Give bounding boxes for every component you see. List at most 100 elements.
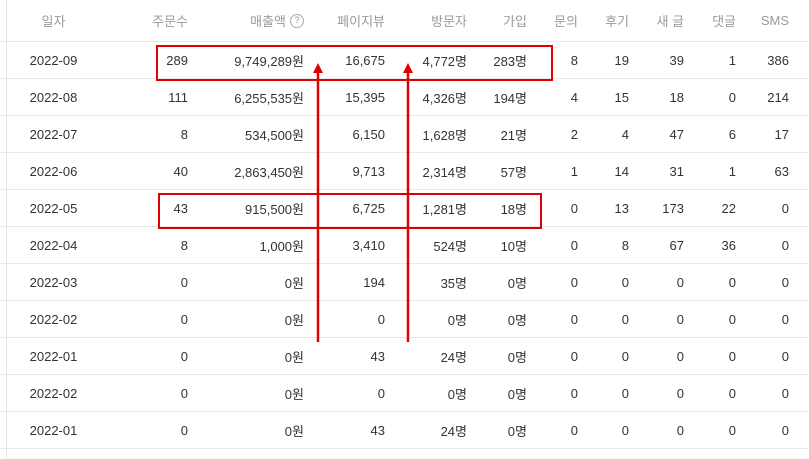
cell-sms: 214 [767, 89, 789, 105]
header-sales[interactable]: 매출액? [200, 0, 304, 41]
cell-new-posts: 0 [676, 422, 684, 438]
cell-reviews: 19 [614, 52, 629, 68]
cell-date: 2022-09 [29, 52, 78, 68]
cell-visitors: 524명 [433, 238, 467, 254]
cell-reviews: 4 [621, 126, 629, 142]
cell-sales: 534,500원 [245, 127, 304, 143]
header-signups[interactable]: 가입 [503, 14, 527, 29]
header-date[interactable]: 일자 [41, 14, 66, 29]
cell-sms: 386 [767, 52, 789, 68]
header-comments[interactable]: 댓글 [712, 14, 736, 29]
table-row: 2022-05 43 915,500원 6,725 1,281명 18명 0 13 173 22 0 [0, 190, 809, 227]
cell-reviews: 0 [621, 422, 629, 438]
cell-new-posts: 173 [662, 200, 684, 216]
cell-pageviews: 0 [377, 311, 385, 327]
cell-orders: 0 [180, 385, 188, 401]
cell-sales: 1,000원 [259, 238, 305, 254]
cell-visitors: 24명 [440, 349, 467, 365]
cell-signups: 10명 [500, 238, 527, 254]
cell-signups: 0명 [507, 349, 527, 365]
cell-sales: 0원 [284, 386, 304, 402]
cell-sms: 0 [781, 348, 789, 364]
cell-comments: 0 [728, 311, 736, 327]
cell-date: 2022-01 [29, 422, 78, 438]
cell-orders: 111 [168, 89, 188, 105]
cell-inquiries: 0 [570, 237, 578, 253]
table-row: 2022-03 0 0원 194 35명 0명 0 0 0 0 0 [0, 264, 809, 301]
table-row: 2022-08 111 6,255,535원 15,395 4,326명 194명 4 15 1… [0, 79, 809, 116]
cell-new-posts: 18 [669, 89, 684, 105]
cell-sms: 63 [774, 163, 789, 179]
cell-sms: 0 [781, 422, 789, 438]
cell-new-posts: 31 [669, 163, 684, 179]
cell-sales: 0원 [284, 349, 304, 365]
cell-sales: 6,255,535원 [234, 90, 304, 106]
cell-sales: 915,500원 [245, 201, 304, 217]
cell-reviews: 14 [614, 163, 629, 179]
cell-pageviews: 15,395 [345, 89, 385, 105]
cell-pageviews: 0 [377, 385, 385, 401]
cell-comments: 0 [728, 385, 736, 401]
cell-signups: 0명 [507, 386, 527, 402]
header-new-posts[interactable]: 새 글 [656, 14, 684, 29]
table-row: 2022-04 8 1,000원 3,410 524명 10명 0 8 67 36 0 [0, 227, 809, 264]
cell-date: 2022-05 [29, 200, 78, 216]
highlight-box-2022-09 [156, 45, 553, 81]
cell-sms: 17 [774, 126, 789, 142]
header-pageviews[interactable]: 페이지뷰 [337, 14, 385, 29]
table-left-border [6, 0, 7, 459]
cell-inquiries: 0 [570, 385, 578, 401]
cell-visitors: 4,772명 [422, 53, 468, 69]
header-orders[interactable]: 주문수 [152, 14, 188, 29]
cell-date: 2022-07 [29, 126, 78, 142]
cell-signups: 57명 [500, 164, 527, 180]
cell-signups: 21명 [500, 127, 527, 143]
cell-inquiries: 1 [570, 163, 578, 179]
cell-pageviews: 194 [363, 274, 385, 290]
cell-pageviews: 9,713 [352, 163, 385, 179]
cell-reviews: 0 [621, 348, 629, 364]
cell-sms: 0 [781, 237, 789, 253]
cell-signups: 0명 [507, 275, 527, 291]
help-icon[interactable]: ? [290, 13, 304, 28]
cell-sales: 2,863,450원 [234, 164, 304, 180]
cell-pageviews: 6,725 [352, 200, 385, 216]
cell-orders: 289 [166, 52, 188, 68]
cell-reviews: 0 [621, 385, 629, 401]
table-row: 2022-02 0 0원 0 0명 0명 0 0 0 0 0 [0, 375, 809, 412]
cell-signups: 283명 [493, 53, 527, 69]
cell-inquiries: 0 [570, 274, 578, 290]
stats-table: 일자 주문수 매출액? 페이지뷰 방문자 가입 문의 후기 새 글 댓글 SMS… [0, 0, 809, 449]
table-row: 2022-02 0 0원 0 0명 0명 0 0 0 0 0 [0, 301, 809, 338]
cell-visitors: 24명 [440, 423, 467, 439]
cell-pageviews: 3,410 [352, 237, 385, 253]
cell-comments: 36 [721, 237, 736, 253]
cell-inquiries: 0 [570, 311, 578, 327]
cell-new-posts: 0 [676, 311, 684, 327]
cell-inquiries: 8 [570, 52, 578, 68]
cell-new-posts: 0 [676, 385, 684, 401]
header-sms[interactable]: SMS [760, 13, 789, 28]
cell-visitors: 1,281명 [422, 201, 468, 217]
header-reviews[interactable]: 후기 [605, 14, 629, 29]
cell-visitors: 0명 [447, 312, 467, 328]
table-row: 2022-07 8 534,500원 6,150 1,628명 21명 2 4 47 6 17 [0, 116, 809, 153]
cell-sms: 0 [781, 385, 789, 401]
cell-comments: 0 [728, 274, 736, 290]
cell-comments: 22 [721, 200, 736, 216]
cell-comments: 1 [728, 163, 736, 179]
cell-sms: 0 [781, 274, 789, 290]
cell-orders: 8 [180, 237, 188, 253]
cell-pageviews: 16,675 [345, 52, 385, 68]
cell-new-posts: 47 [669, 126, 684, 142]
cell-reviews: 15 [614, 89, 629, 105]
cell-date: 2022-04 [29, 237, 78, 253]
header-visitors[interactable]: 방문자 [431, 14, 467, 29]
cell-sales: 0원 [284, 423, 304, 439]
table-row: 2022-01 0 0원 43 24명 0명 0 0 0 0 0 [0, 412, 809, 449]
cell-inquiries: 2 [570, 126, 578, 142]
header-inquiries[interactable]: 문의 [554, 14, 578, 29]
header-sales-label: 매출액 [250, 14, 286, 29]
cell-signups: 0명 [507, 312, 527, 328]
